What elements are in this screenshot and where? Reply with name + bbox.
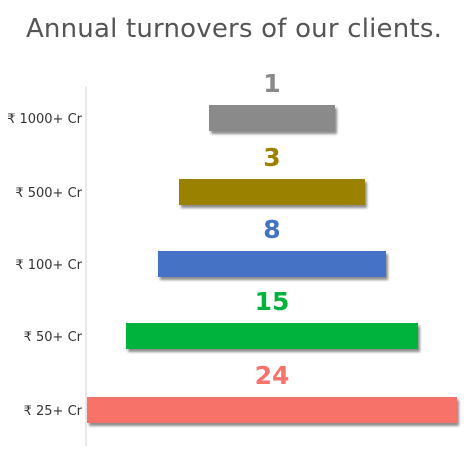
bar-5: [87, 397, 457, 423]
bar-3: [158, 251, 386, 277]
value-label-3: 8: [263, 215, 280, 244]
bar-1: [209, 105, 335, 131]
value-label-1: 1: [263, 69, 280, 98]
category-label-3: ₹ 100+ Cr: [15, 258, 82, 273]
category-label-2: ₹ 500+ Cr: [15, 186, 82, 201]
value-label-2: 3: [263, 143, 280, 172]
category-label-1: ₹ 1000+ Cr: [7, 112, 83, 127]
category-label-5: ₹ 25+ Cr: [24, 404, 83, 419]
bar-group: 1 ₹ 1000+ Cr 3 ₹ 500+ Cr 8 ₹ 100+ Cr 15 ₹ 50+ C…: [7, 69, 457, 423]
value-label-5: 24: [255, 361, 290, 390]
category-label-4: ₹ 50+ Cr: [24, 330, 83, 345]
chart-title: Annual turnovers of our clients.: [25, 14, 443, 44]
value-label-4: 15: [255, 287, 290, 316]
bar-4: [126, 323, 418, 349]
bar-2: [179, 179, 365, 205]
